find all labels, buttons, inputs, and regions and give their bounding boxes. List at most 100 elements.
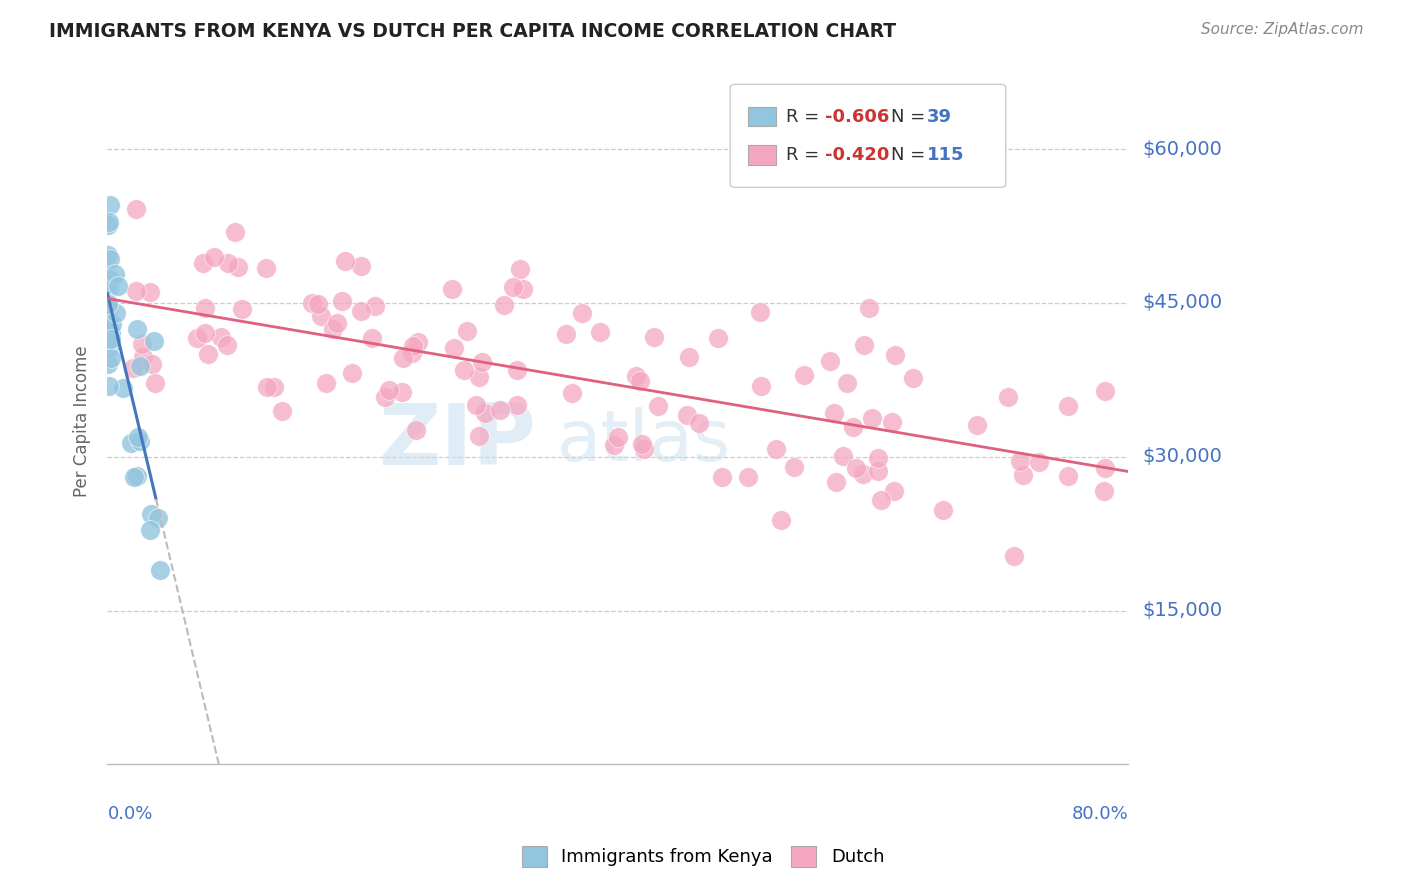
Point [97, 334, 120, 349]
Point [858, 301, 880, 315]
Point [903, 371, 925, 385]
Point [631, 436, 654, 450]
Point [129, 434, 152, 449]
Point [675, 409, 697, 423]
Point [401, 346, 423, 360]
Point [391, 351, 413, 365]
Point [464, 399, 486, 413]
Text: $45,000: $45,000 [1142, 293, 1222, 312]
Point [883, 484, 905, 499]
Point [391, 384, 413, 399]
Point [143, 376, 166, 391]
Point [194, 301, 217, 316]
Point [555, 327, 578, 342]
Point [866, 464, 889, 478]
Point [143, 334, 166, 348]
Point [842, 420, 865, 434]
Point [364, 299, 387, 313]
Point [98, 215, 121, 229]
Point [271, 403, 294, 417]
Point [100, 326, 122, 341]
Point [101, 317, 124, 331]
Point [749, 304, 772, 318]
Point [301, 296, 323, 310]
Point [120, 436, 142, 450]
Point [880, 415, 903, 429]
Point [98, 272, 121, 286]
Point [132, 350, 155, 364]
Text: $15,000: $15,000 [1142, 601, 1222, 620]
Point [186, 331, 208, 345]
Point [97, 277, 120, 291]
Point [97, 341, 120, 355]
Point [1094, 461, 1116, 475]
Point [502, 279, 524, 293]
Text: $60,000: $60,000 [1142, 140, 1222, 159]
Point [330, 294, 353, 309]
Point [124, 284, 146, 298]
Point [191, 256, 214, 270]
Point [1028, 455, 1050, 469]
Point [104, 267, 127, 281]
Point [883, 348, 905, 362]
Point [97, 301, 120, 316]
Point [263, 380, 285, 394]
Text: 115: 115 [927, 146, 965, 164]
Point [471, 355, 494, 369]
Point [1002, 549, 1025, 564]
Point [966, 417, 988, 432]
Text: R =: R = [786, 108, 825, 126]
Point [202, 250, 225, 264]
Point [107, 278, 129, 293]
Point [853, 338, 876, 352]
Point [626, 369, 648, 384]
Point [468, 369, 491, 384]
FancyBboxPatch shape [748, 145, 776, 165]
Point [606, 430, 628, 444]
Point [97, 357, 120, 371]
Point [823, 406, 845, 420]
Point [845, 460, 868, 475]
Point [100, 332, 122, 346]
Point [402, 339, 425, 353]
Point [360, 331, 382, 345]
Point [217, 256, 239, 270]
Text: R =: R = [786, 146, 825, 164]
Point [749, 378, 772, 392]
Point [1092, 483, 1115, 498]
Point [488, 403, 510, 417]
Point [492, 298, 515, 312]
Point [326, 316, 349, 330]
Point [97, 298, 120, 312]
Point [1011, 467, 1033, 482]
Point [474, 406, 496, 420]
Point [122, 470, 145, 484]
Point [122, 360, 145, 375]
Point [633, 442, 655, 456]
Point [125, 202, 148, 216]
Point [603, 438, 626, 452]
Point [506, 362, 529, 376]
Point [127, 430, 149, 444]
Point [737, 470, 759, 484]
Point [340, 367, 363, 381]
Point [131, 337, 153, 351]
Point [149, 563, 172, 577]
Point [139, 285, 162, 299]
Point [311, 310, 333, 324]
Text: N =: N = [891, 146, 931, 164]
Point [307, 297, 329, 311]
Text: ZIP: ZIP [378, 400, 536, 483]
Point [509, 261, 531, 276]
Point [1057, 400, 1080, 414]
Point [1010, 454, 1032, 468]
Point [146, 511, 169, 525]
Point [782, 460, 804, 475]
Point [765, 442, 787, 457]
Point [141, 357, 163, 371]
Point [373, 390, 395, 404]
Point [378, 383, 401, 397]
Point [837, 376, 859, 391]
Point [194, 326, 217, 340]
Text: atlas: atlas [557, 407, 731, 476]
